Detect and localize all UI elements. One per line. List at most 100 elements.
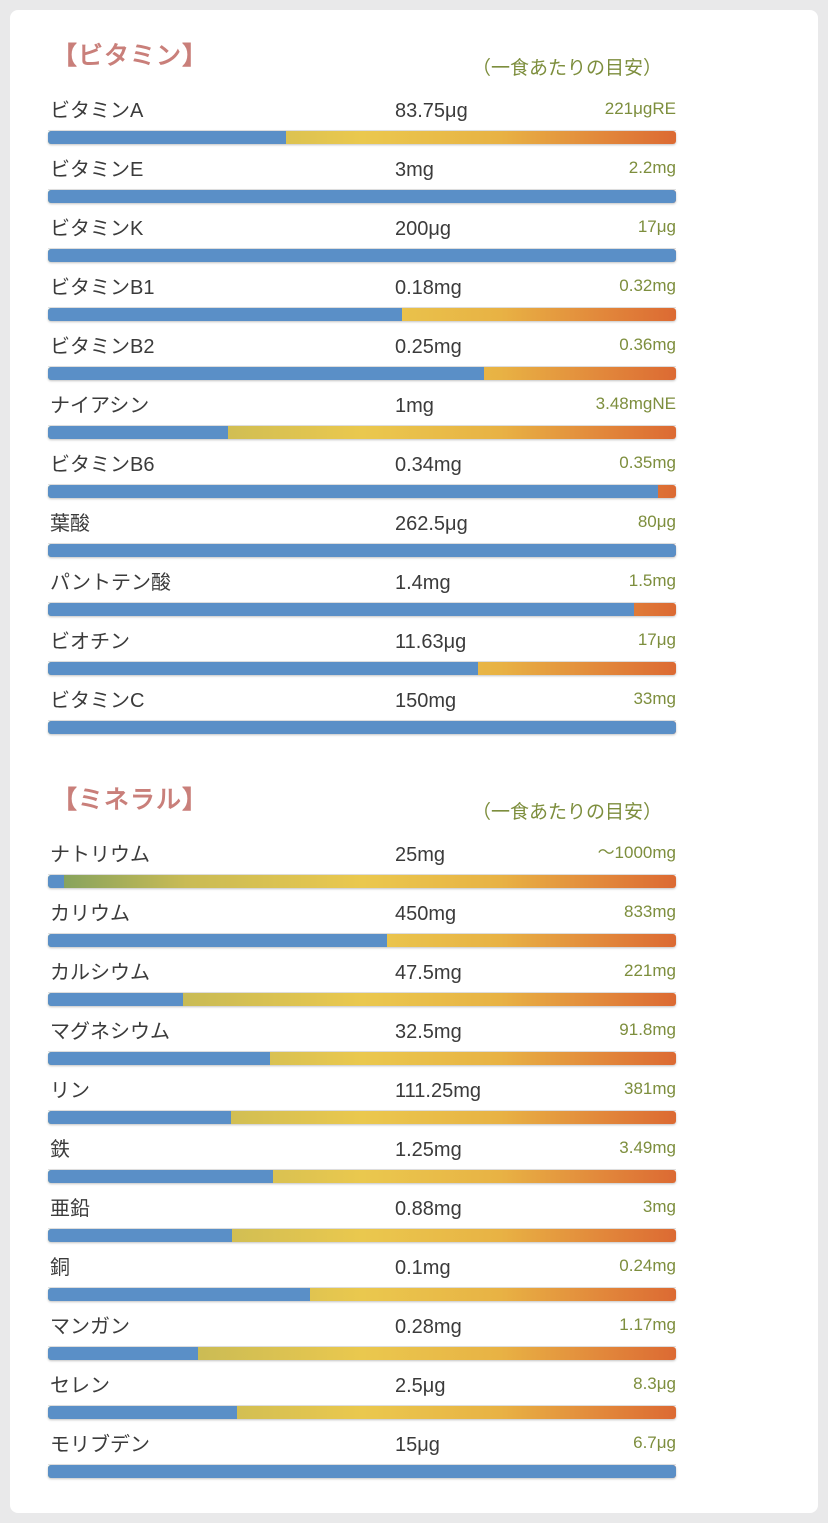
nutrient-row-text: ナイアシン 1mg 3.48mgNE — [48, 391, 676, 426]
bar-track — [48, 308, 676, 321]
nutrient-name: マグネシウム — [50, 1021, 170, 1043]
section-header: 【ミネラル】 （一食あたりの目安） — [48, 780, 676, 823]
nutrient-amount: 3mg — [395, 159, 434, 181]
nutrient-amount: 0.34mg — [395, 454, 462, 476]
nutrient-amount: 450mg — [395, 903, 457, 925]
section-title: 【ビタミン】 — [52, 42, 209, 70]
nutrient-row: ビタミンB2 0.25mg 0.36mg — [48, 332, 676, 380]
reference-value: 0.24mg — [619, 1256, 676, 1275]
nutrient-amount: 1mg — [395, 395, 434, 417]
nutrient-row-text: ビタミンA 83.75μg 221μgRE — [48, 96, 676, 131]
nutrient-amount: 0.25mg — [395, 336, 462, 358]
nutrient-name: マンガン — [50, 1316, 130, 1338]
nutrient-amount: 1.4mg — [395, 572, 451, 594]
nutrient-name: 葉酸 — [50, 513, 90, 535]
nutrient-row-text: ビタミンB6 0.34mg 0.35mg — [48, 450, 676, 485]
nutrient-name: ビタミンK — [50, 218, 144, 240]
nutrient-row-text: ビオチン 11.63μg 17μg — [48, 627, 676, 662]
nutrient-amount: 111.25mg — [395, 1080, 481, 1102]
bar-track — [48, 1111, 676, 1124]
nutrient-name: 鉄 — [50, 1139, 70, 1161]
nutrient-row: ナトリウム 25mg ～1000mg — [48, 840, 676, 888]
section-subtitle: （一食あたりの目安） — [471, 802, 662, 823]
nutrient-name: ビタミンC — [50, 690, 145, 712]
bar-fill — [48, 1347, 199, 1360]
nutrient-row: マンガン 0.28mg 1.17mg — [48, 1312, 676, 1360]
bar-track — [48, 367, 676, 380]
bar-fill — [48, 1111, 232, 1124]
nutrient-row-text: パントテン酸 1.4mg 1.5mg — [48, 568, 676, 603]
reference-value: 221μgRE — [604, 99, 676, 118]
bar-track — [48, 426, 676, 439]
nutrient-row: ビオチン 11.63μg 17μg — [48, 627, 676, 675]
nutrient-row: ナイアシン 1mg 3.48mgNE — [48, 391, 676, 439]
nutrient-name: ビオチン — [50, 631, 130, 653]
bar-track — [48, 1347, 676, 1360]
reference-value: 1.17mg — [619, 1315, 676, 1334]
bar-track — [48, 1406, 676, 1419]
bar-fill — [48, 934, 388, 947]
reference-value: 0.35mg — [619, 453, 676, 472]
bar-fill — [48, 993, 184, 1006]
reference-value: 0.32mg — [619, 276, 676, 295]
bar-track — [48, 993, 676, 1006]
nutrient-amount: 15μg — [395, 1434, 440, 1456]
nutrient-amount: 11.63μg — [395, 631, 467, 653]
nutrient-row: 鉄 1.25mg 3.49mg — [48, 1135, 676, 1183]
reference-value: 3mg — [642, 1197, 676, 1216]
reference-value: 6.7μg — [633, 1433, 676, 1452]
bar-track — [48, 249, 676, 262]
bar-track — [48, 662, 676, 675]
nutrient-row-text: 銅 0.1mg 0.24mg — [48, 1253, 676, 1288]
bar-track — [48, 1288, 676, 1301]
section-subtitle: （一食あたりの目安） — [471, 58, 662, 79]
nutrient-row-text: ナトリウム 25mg ～1000mg — [48, 840, 676, 875]
nutrient-row-text: リン 111.25mg 381mg — [48, 1076, 676, 1111]
nutrient-row: パントテン酸 1.4mg 1.5mg — [48, 568, 676, 616]
bar-track — [48, 934, 676, 947]
bar-track — [48, 1229, 676, 1242]
nutrient-name: ビタミンA — [50, 100, 144, 122]
nutrient-row-text: ビタミンB1 0.18mg 0.32mg — [48, 273, 676, 308]
nutrient-row: セレン 2.5μg 8.3μg — [48, 1371, 676, 1419]
nutrient-row: カリウム 450mg 833mg — [48, 899, 676, 947]
bar-fill — [48, 485, 658, 498]
nutrient-name: 銅 — [50, 1257, 70, 1279]
nutrient-row-text: マグネシウム 32.5mg 91.8mg — [48, 1017, 676, 1052]
nutrient-row-text: ビタミンE 3mg 2.2mg — [48, 155, 676, 190]
bar-fill — [48, 1170, 273, 1183]
nutrient-name: カリウム — [50, 903, 130, 925]
nutrient-row-text: 鉄 1.25mg 3.49mg — [48, 1135, 676, 1170]
reference-value: 91.8mg — [619, 1020, 676, 1039]
nutrient-name: ビタミンB2 — [50, 336, 155, 358]
nutrient-name: カルシウム — [50, 962, 150, 984]
nutrient-name: セレン — [50, 1375, 110, 1397]
bar-fill — [48, 1229, 232, 1242]
reference-value: 3.48mgNE — [595, 394, 676, 413]
nutrient-row: リン 111.25mg 381mg — [48, 1076, 676, 1124]
nutrient-amount: 262.5μg — [395, 513, 468, 535]
bar-track — [48, 1465, 676, 1478]
nutrient-amount: 200μg — [395, 218, 452, 240]
nutrient-name: 亜鉛 — [50, 1198, 90, 1220]
bar-track — [48, 875, 676, 888]
nutrient-row-text: カリウム 450mg 833mg — [48, 899, 676, 934]
bar-fill — [48, 544, 676, 557]
nutrient-row-text: ビタミンC 150mg 33mg — [48, 686, 676, 721]
reference-value: 33mg — [633, 689, 676, 708]
nutrient-row: カルシウム 47.5mg 221mg — [48, 958, 676, 1006]
bar-track — [48, 1170, 676, 1183]
nutrient-section: 【ビタミン】 （一食あたりの目安） ビタミンA 83.75μg 221μgRE … — [48, 36, 676, 734]
nutrient-row-text: セレン 2.5μg 8.3μg — [48, 1371, 676, 1406]
nutrition-card: 【ビタミン】 （一食あたりの目安） ビタミンA 83.75μg 221μgRE … — [10, 10, 818, 1513]
nutrient-row: ビタミンB1 0.18mg 0.32mg — [48, 273, 676, 321]
section-header: 【ビタミン】 （一食あたりの目安） — [48, 36, 676, 79]
nutrient-name: ナトリウム — [50, 844, 150, 866]
bar-fill — [48, 190, 676, 203]
nutrient-amount: 25mg — [395, 844, 446, 866]
nutrient-row: 亜鉛 0.88mg 3mg — [48, 1194, 676, 1242]
nutrient-section: 【ミネラル】 （一食あたりの目安） ナトリウム 25mg ～1000mg カリウ… — [48, 780, 676, 1478]
bar-fill — [48, 875, 64, 888]
bar-track — [48, 131, 676, 144]
nutrient-row: ビタミンE 3mg 2.2mg — [48, 155, 676, 203]
